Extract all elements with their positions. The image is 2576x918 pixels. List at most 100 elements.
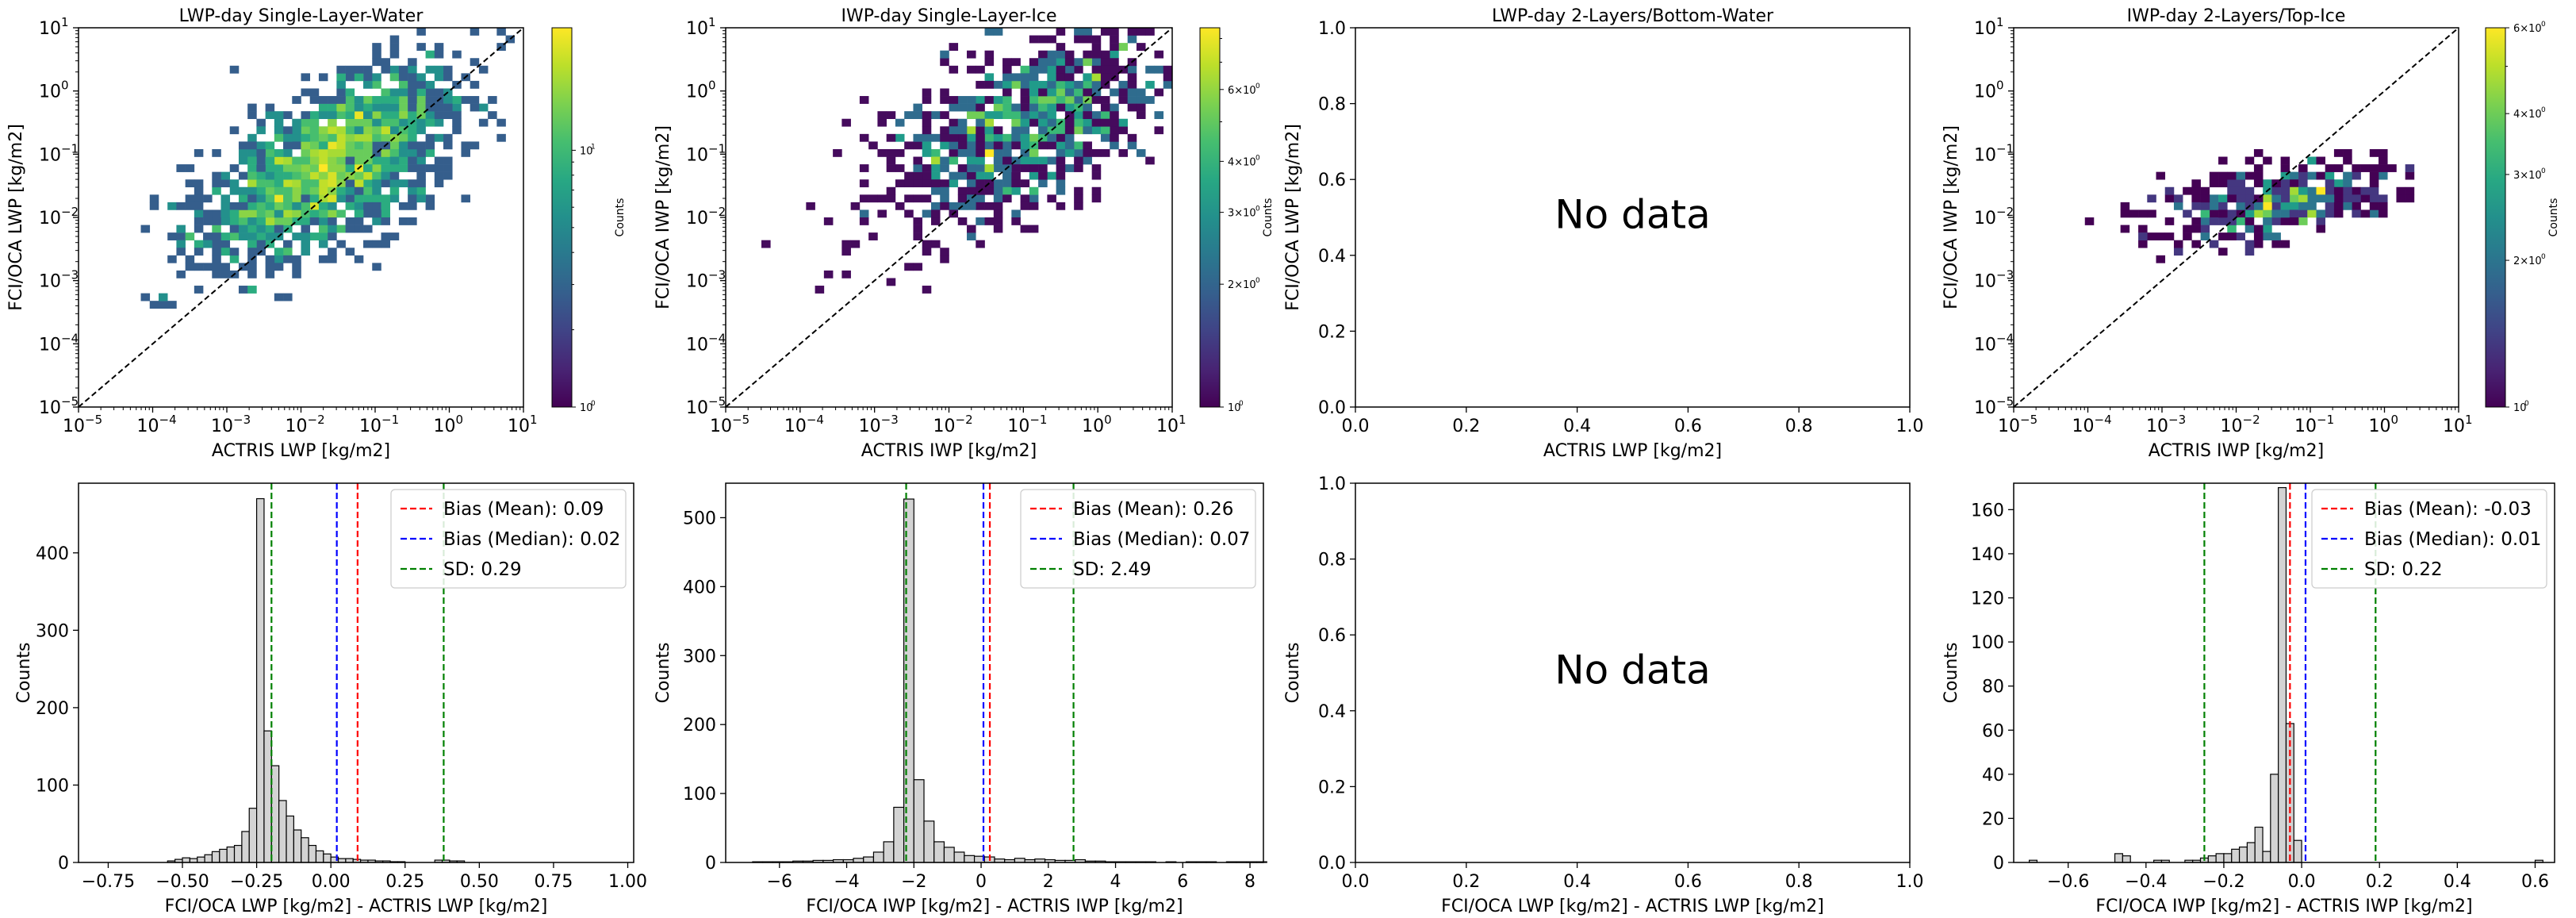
heatmap-cell: [354, 103, 364, 112]
heatmap-cell: [389, 43, 400, 51]
heatmap-cell: [318, 209, 328, 218]
heatmap-cell: [292, 209, 301, 218]
y-tick-label: 40: [1982, 766, 2004, 785]
heatmap-cell: [238, 148, 248, 157]
heatmap-cell: [2218, 194, 2228, 203]
heatmap-cell: [904, 194, 914, 203]
heatmap-cell: [229, 65, 240, 74]
heatmap-cell: [859, 217, 869, 225]
heatmap-cell: [256, 217, 266, 225]
heatmap-cell: [1100, 126, 1110, 135]
heatmap-cell: [336, 148, 346, 157]
heatmap-cell: [1029, 164, 1039, 172]
x-tick-label: 10 −4: [784, 413, 824, 436]
heatmap-cell: [2156, 232, 2166, 240]
y-axis-label: FCI/OCA LWP [kg/m2]: [6, 124, 26, 311]
heatmap-cell: [1074, 148, 1083, 157]
heatmap-cell: [940, 186, 949, 195]
heatmap-cell: [265, 171, 275, 180]
heatmap-cell: [957, 194, 968, 203]
y-tick-label: 10 −2: [1974, 205, 2014, 229]
heatmap-cell: [1091, 58, 1102, 67]
heatmap-cell: [256, 232, 266, 240]
heatmap-cell: [328, 156, 337, 165]
heatmap-cell: [408, 133, 417, 142]
heatmap-cell: [1056, 126, 1066, 135]
heatmap-cell: [1118, 88, 1128, 97]
heatmap-cell: [212, 148, 221, 157]
heatmap-cell: [922, 111, 932, 120]
y-tick-label: 0.8: [1318, 95, 1346, 115]
y-axis-label: Counts: [14, 643, 34, 704]
heatmap-cell: [841, 240, 851, 248]
heatmap-cell: [1074, 186, 1083, 195]
heatmap-cell: [381, 202, 390, 210]
heatmap-cell: [1002, 65, 1012, 74]
heatmap-cell: [345, 179, 355, 188]
colorbar-tick-exp: 0: [2541, 167, 2546, 175]
tick-label-base: 10: [39, 145, 61, 165]
heatmap-cell: [1020, 126, 1030, 135]
y-tick-label: 0.0: [1318, 854, 1346, 874]
heatmap-cell: [318, 111, 328, 120]
heatmap-cell: [372, 240, 381, 248]
x-tick-label: 0.4: [1563, 417, 1591, 436]
heatmap-cell: [823, 270, 834, 278]
heatmap-cell: [452, 80, 462, 89]
heatmap-cell: [318, 171, 328, 180]
heatmap-cell: [2209, 179, 2219, 188]
heatmap-cell: [976, 240, 985, 248]
heatmap-cell: [238, 263, 248, 271]
heatmap-cell: [2147, 209, 2156, 218]
tick-label-exponent: −5: [85, 413, 102, 427]
y-tick-label: 10 −5: [686, 394, 726, 418]
y-tick-label: 60: [1982, 721, 2004, 741]
tick-label-base: 10: [1007, 417, 1029, 436]
heatmap-cell: [922, 171, 932, 180]
heatmap-cell: [2200, 217, 2210, 225]
heatmap-cell: [274, 217, 284, 225]
heatmap-cell: [425, 164, 435, 172]
heatmap-cell: [2227, 171, 2237, 180]
heatmap-cell: [2379, 194, 2388, 203]
heatmap-cell: [256, 164, 266, 172]
histogram-bar: [2270, 774, 2279, 863]
heatmap-cell: [354, 202, 364, 210]
heatmap-cell: [913, 103, 923, 112]
heatmap-cell: [913, 156, 923, 165]
legend-entry: Bias (Mean): 0.26: [1073, 499, 1233, 520]
heatmap-cell: [1074, 164, 1083, 172]
colorbar-tick-base: 10: [580, 402, 593, 414]
heatmap-cell: [238, 286, 248, 294]
histogram-bar: [278, 800, 287, 863]
histogram-bar: [2122, 855, 2131, 863]
heatmap-cell: [2191, 217, 2201, 225]
heatmap-cell: [478, 103, 489, 112]
heatmap-cell: [1056, 202, 1066, 210]
heatmap-cell: [408, 217, 417, 225]
heatmap-cell: [336, 80, 346, 89]
heatmap-cell: [309, 118, 320, 127]
heatmap-cell: [328, 103, 337, 112]
heatmap-cell: [1002, 133, 1012, 142]
x-tick-label: −0.4: [2125, 872, 2167, 892]
heatmap-cell: [2369, 209, 2379, 218]
heatmap-cell: [895, 118, 905, 127]
heatmap-cell: [993, 179, 1003, 188]
heatmap-cell: [220, 194, 231, 203]
heatmap-cell: [301, 202, 311, 210]
heatmap-cell: [470, 80, 480, 89]
colorbar-tick-base: 4×10: [1228, 156, 1256, 168]
y-tick-label: 0: [705, 854, 716, 874]
heatmap-cell: [1091, 96, 1102, 104]
heatmap-cell: [434, 103, 444, 112]
heatmap-cell: [2307, 186, 2317, 195]
tick-label-exponent: −4: [708, 331, 726, 345]
heatmap-cell: [2298, 171, 2308, 180]
x-tick-label: 0.0: [1342, 417, 1370, 436]
heatmap-cell: [1029, 148, 1039, 157]
heatmap-cell: [1083, 50, 1092, 59]
heatmap-cell: [389, 111, 400, 120]
heatmap-cell: [256, 179, 266, 188]
heatmap-cell: [930, 111, 941, 120]
